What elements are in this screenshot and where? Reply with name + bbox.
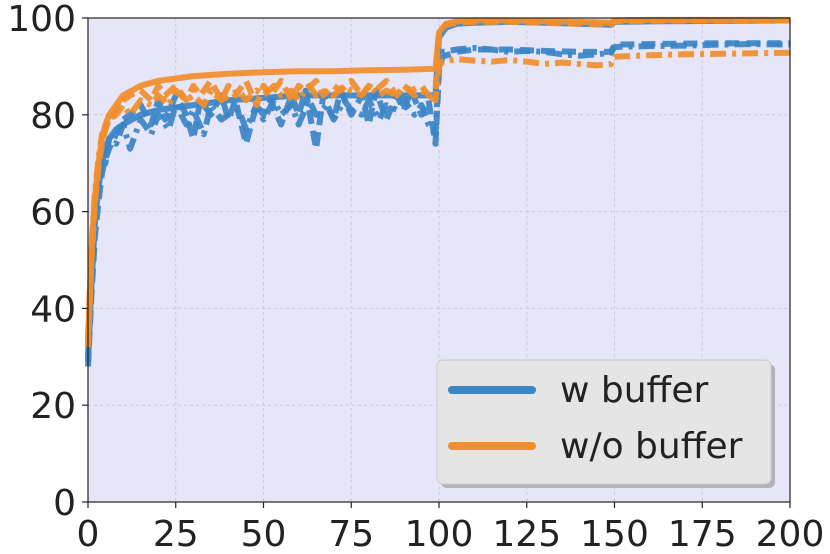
x-tick-label: 100 xyxy=(405,514,474,554)
y-tick-label: 100 xyxy=(7,0,76,40)
y-tick-label: 40 xyxy=(30,289,76,330)
x-tick-label: 150 xyxy=(580,514,649,554)
x-tick-label: 50 xyxy=(241,514,287,554)
legend: w buffer w/o buffer xyxy=(436,359,775,488)
x-axis: 0 25 50 75 100 125 150 175 200 xyxy=(77,502,825,554)
series-line-w-buffer-dashdot-1 xyxy=(85,41,791,357)
legend-label-wo-buffer: w/o buffer xyxy=(560,426,743,467)
x-tick-label: 175 xyxy=(668,514,737,554)
series-line-wo-buffer-dashed-5 xyxy=(85,17,790,348)
legend-label-w-buffer: w buffer xyxy=(560,370,709,411)
series-line-wo-buffer-dashdot-4 xyxy=(85,49,791,338)
y-tick-label: 80 xyxy=(30,96,76,137)
x-tick-label: 25 xyxy=(153,514,199,554)
y-tick-label: 60 xyxy=(30,193,76,234)
x-tick-label: 75 xyxy=(328,514,374,554)
series-layer xyxy=(85,16,791,367)
y-tick-label: 20 xyxy=(30,386,76,427)
x-tick-label: 125 xyxy=(492,514,561,554)
y-axis: 0 20 40 60 80 100 xyxy=(7,0,88,524)
x-tick-label: 0 xyxy=(77,514,100,554)
x-tick-label: 200 xyxy=(756,514,825,554)
y-tick-label: 0 xyxy=(53,483,76,524)
